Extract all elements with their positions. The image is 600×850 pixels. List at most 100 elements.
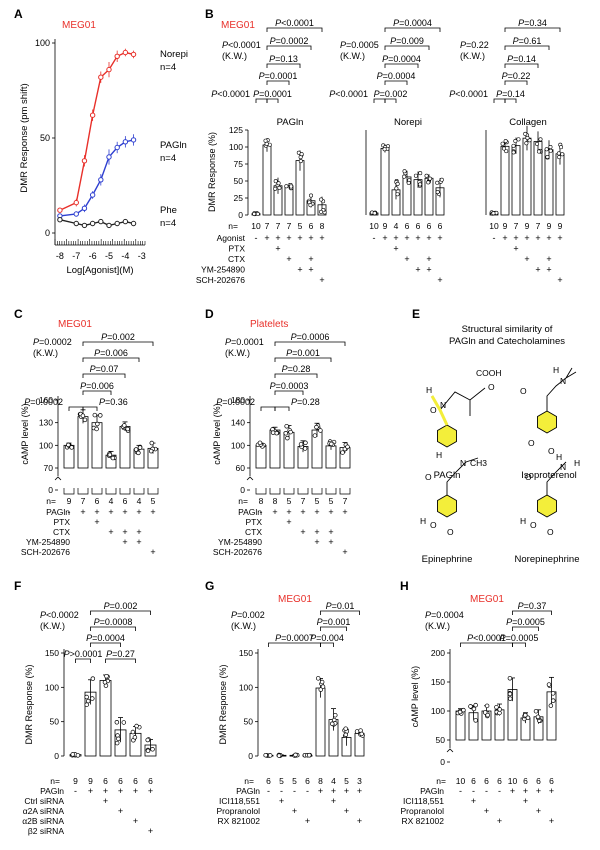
p-bracket-f — [90, 610, 151, 615]
data-point-b — [319, 197, 324, 202]
data-point-d — [283, 431, 289, 436]
p-bracket-c — [82, 357, 140, 362]
data-point-b — [435, 180, 440, 185]
data-point-g — [359, 731, 364, 737]
data-point-f — [102, 680, 108, 685]
structures-title-1: Structural similarity of — [462, 324, 553, 335]
data-point-pagln — [130, 137, 137, 143]
y-tick-label-d: 0 — [240, 485, 245, 495]
treatment-mark-b: + — [319, 233, 324, 243]
treatment-label-g: PAGln — [236, 786, 260, 796]
data-point-h — [507, 691, 513, 697]
data-point-pagln — [81, 205, 88, 212]
data-point-pagln — [89, 192, 96, 198]
treatment-mark-g: + — [344, 806, 349, 816]
treatment-mark-d: + — [342, 507, 347, 517]
panel-letter-a: A — [14, 7, 23, 21]
data-point-b — [402, 169, 407, 174]
data-point-pagln — [98, 177, 104, 183]
data-point-norepi — [89, 112, 96, 118]
data-point-d — [288, 429, 293, 435]
data-point-h — [485, 712, 490, 718]
data-point-h — [484, 703, 490, 709]
treatment-mark-h: + — [471, 796, 476, 806]
p-value-f-0: P=0.002 — [104, 601, 138, 611]
legend-n-norepi: n=4 — [160, 62, 176, 73]
kw-p-g: P=0.002 — [231, 610, 265, 620]
data-point-b — [382, 147, 387, 152]
treatment-mark-g: + — [331, 796, 336, 806]
treatment-mark-h: - — [498, 786, 501, 796]
treatment-mark-d: + — [286, 517, 291, 527]
treatment-mark-h: - — [485, 786, 488, 796]
treatment-label-g: ICI118,551 — [219, 796, 260, 806]
treatment-mark-b: + — [308, 265, 313, 275]
norepi-h3: H — [520, 516, 526, 526]
epi-o3: O — [447, 527, 454, 537]
treatment-mark-c: + — [108, 527, 113, 537]
panel-letter-g: G — [205, 579, 214, 593]
data-point-b — [413, 173, 418, 178]
n-value-g-1: 5 — [279, 776, 284, 786]
treatment-mark-h: + — [549, 816, 554, 826]
y-tick-label-b: 125 — [229, 125, 243, 135]
p-value-c-4: P=0.0002 — [24, 397, 63, 407]
data-point-f — [145, 737, 150, 743]
n-value-h-7: 6 — [549, 776, 554, 786]
n-value-g-6: 5 — [344, 776, 349, 786]
bar-b-0-3 — [284, 185, 294, 216]
data-point-d — [257, 440, 263, 446]
structure-label-pagln: PAGln — [434, 470, 461, 481]
n-value-b-1-6: 6 — [438, 221, 443, 231]
p-value-b-2-2: P=0.14 — [507, 54, 536, 64]
data-point-d — [314, 424, 319, 430]
data-point-norepi — [130, 51, 137, 58]
data-point-g — [354, 729, 360, 734]
p-value-h-2: P<0.0001 — [467, 633, 506, 643]
n-value-g-3: 6 — [305, 776, 310, 786]
treatment-label-f: Ctrl siRNA — [24, 796, 64, 806]
panel-h-cell-line: MEG01 — [470, 594, 504, 605]
treatment-mark-b: + — [382, 233, 387, 243]
data-point-b — [395, 181, 400, 186]
data-point-b — [556, 151, 561, 156]
treatment-mark-d: + — [328, 527, 333, 537]
x-tick-label-a: -3 — [138, 251, 146, 261]
treatment-mark-g: - — [306, 786, 309, 796]
data-point-c — [107, 452, 113, 458]
data-point-g — [318, 687, 324, 692]
n-value-h-0: 10 — [456, 776, 466, 786]
data-point-f — [134, 723, 139, 729]
y-tick-label-h: 100 — [431, 706, 445, 716]
p-bracket-c — [82, 373, 126, 378]
p-value-b-0-3: P=0.0001 — [259, 71, 298, 81]
n-prefix-g: n= — [244, 776, 254, 786]
data-point-g — [329, 721, 335, 727]
data-point-b — [298, 159, 303, 164]
x-group-tick-d — [283, 488, 295, 495]
iso-n: N — [560, 376, 566, 386]
y-tick-label-g: 100 — [239, 682, 253, 692]
data-point-h — [546, 682, 552, 687]
y-axis-title-g: DMR Response (%) — [218, 664, 228, 744]
n-value-b-2-4: 7 — [536, 221, 541, 231]
panel-letter-c: C — [14, 307, 23, 321]
iso-o3: O — [548, 446, 555, 456]
data-point-d — [285, 435, 290, 441]
n-value-g-7: 3 — [357, 776, 362, 786]
treatment-mark-d: + — [300, 527, 305, 537]
n-value-b-0-0: 10 — [251, 221, 261, 231]
p-bracket-b-2 — [504, 27, 561, 32]
treatment-mark-f: + — [133, 816, 138, 826]
data-point-g — [263, 752, 268, 758]
panel-letter-h: H — [400, 579, 409, 593]
legend-name-phe: Phe — [160, 205, 177, 216]
kw-label-f: (K.W.) — [40, 621, 65, 631]
treatment-mark-b: + — [297, 233, 302, 243]
y-tick-label-g: 150 — [239, 648, 253, 658]
treatment-mark-g: + — [344, 786, 349, 796]
treatment-label-b: CTX — [228, 254, 245, 264]
data-point-g — [306, 752, 312, 758]
y-axis-title-a: DMR Response (pm shift) — [19, 83, 30, 192]
data-point-b — [426, 180, 431, 185]
